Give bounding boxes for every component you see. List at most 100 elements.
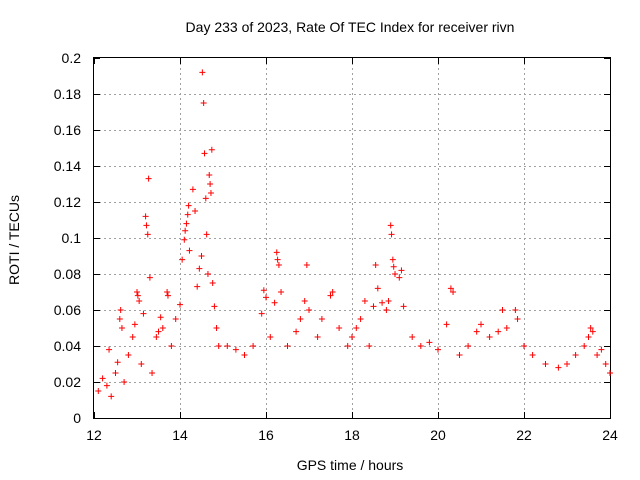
data-point: [209, 280, 216, 286]
data-point: [473, 328, 480, 335]
data-point: [116, 316, 123, 322]
data-point: [585, 334, 592, 340]
data-point: [164, 292, 171, 299]
data-point: [99, 375, 106, 382]
x-tick-label: 22: [516, 427, 532, 443]
data-point: [196, 265, 203, 272]
y-tick-label: 0.04: [54, 338, 81, 354]
x-tick-label: 18: [344, 427, 360, 443]
data-point: [314, 334, 321, 340]
data-point: [587, 325, 594, 331]
data-point: [478, 321, 484, 328]
data-point: [542, 361, 549, 367]
data-point: [361, 298, 368, 304]
data-point: [131, 321, 138, 328]
data-point: [301, 298, 308, 304]
data-point: [185, 202, 192, 209]
data-point: [172, 316, 179, 322]
data-point: [145, 175, 152, 182]
data-point: [465, 343, 472, 349]
plot-frame: [93, 57, 611, 419]
data-point: [383, 307, 390, 313]
data-point: [389, 256, 396, 263]
data-point: [184, 211, 191, 218]
data-point: [140, 310, 147, 317]
data-point: [198, 253, 205, 259]
data-point: [179, 256, 186, 263]
data-point: [213, 325, 220, 331]
data-point: [204, 271, 211, 277]
data-point: [103, 382, 110, 389]
data-point: [260, 287, 267, 294]
y-tick-label: 0.14: [54, 158, 81, 174]
data-point: [336, 325, 343, 331]
data-point: [447, 285, 454, 292]
data-point: [153, 334, 160, 340]
data-point: [514, 316, 521, 322]
data-point: [189, 186, 196, 193]
data-point: [602, 361, 609, 367]
data-point: [149, 370, 156, 376]
data-point: [108, 393, 115, 400]
data-point: [181, 236, 188, 243]
data-point: [400, 303, 407, 310]
data-point: [456, 352, 463, 358]
data-point: [200, 100, 207, 106]
data-point: [284, 343, 291, 349]
data-point: [564, 361, 570, 367]
data-point: [159, 325, 166, 331]
data-point: [512, 307, 519, 313]
data-point: [168, 343, 175, 349]
data-point: [143, 222, 150, 229]
data-point: [293, 328, 300, 335]
y-tick-label: 0.08: [54, 266, 81, 282]
data-point: [144, 231, 151, 238]
data-point: [146, 274, 153, 281]
x-tick-label: 24: [602, 427, 618, 443]
data-point: [201, 150, 208, 157]
data-point: [390, 263, 397, 270]
data-point: [186, 247, 193, 254]
y-tick-label: 0.2: [62, 50, 82, 66]
data-point: [297, 316, 304, 322]
data-point: [232, 346, 239, 353]
data-point: [379, 299, 386, 306]
x-tick-label: 14: [172, 427, 188, 443]
y-tick-label: 0.16: [54, 122, 81, 138]
data-point: [155, 328, 162, 335]
data-point: [278, 289, 285, 295]
data-point: [396, 274, 403, 281]
data-point: [435, 346, 441, 353]
data-point: [117, 307, 124, 313]
data-point: [357, 316, 364, 322]
data-point: [329, 289, 336, 295]
data-point: [215, 343, 222, 349]
data-point: [450, 289, 457, 295]
data-point: [271, 299, 278, 306]
data-point: [372, 262, 379, 268]
data-point: [164, 289, 171, 295]
y-axis-label: ROTI / TECUs: [6, 195, 22, 285]
x-tick-label: 20: [430, 427, 446, 443]
data-point: [206, 172, 213, 178]
data-point: [417, 343, 424, 349]
data-point: [274, 256, 281, 263]
data-point: [207, 181, 214, 187]
grid-lines: [94, 58, 610, 418]
axis-ticks: 12 14 16 18 20 22 24 0 0.02 0.04 0.06 0.08 0.1 0.12 0.…: [54, 50, 618, 443]
data-point: [598, 346, 605, 353]
data-point: [503, 325, 510, 331]
x-tick-label: 12: [86, 427, 102, 443]
data-point: [349, 334, 355, 340]
data-point: [581, 343, 588, 349]
data-point: [192, 208, 199, 214]
data-point: [199, 69, 206, 76]
data-points: [95, 69, 613, 400]
data-point: [194, 283, 201, 290]
data-point: [211, 303, 218, 310]
data-point: [157, 314, 164, 321]
data-point: [121, 379, 128, 385]
data-point: [443, 321, 450, 328]
data-point: [409, 334, 416, 340]
data-point: [182, 227, 189, 234]
